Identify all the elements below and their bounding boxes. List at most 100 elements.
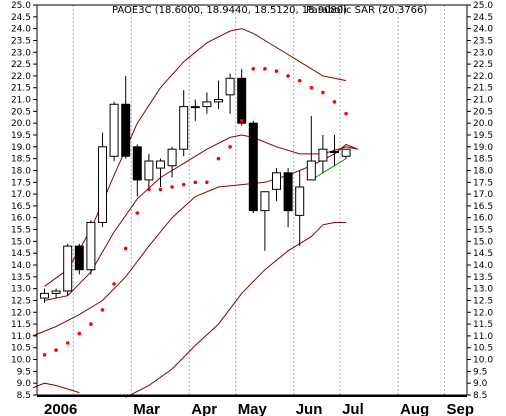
sar-dot [193, 180, 198, 185]
candle-body [341, 148, 351, 157]
projection-line [32, 382, 80, 394]
y-tick-label: 16.0 [473, 214, 493, 224]
y-tick-label: 17.0 [11, 190, 31, 200]
y-tick-label: 20.0 [473, 119, 493, 129]
candle-body [121, 103, 131, 157]
x-month-label: Aug [400, 401, 429, 416]
sar-dot [286, 74, 290, 78]
candle-body [260, 191, 270, 212]
x-axis-months: 2006 Mar Apr May Jun Jul Aug Sep [44, 401, 474, 416]
y-tick-label: 9.5 [473, 367, 487, 377]
x-month-label: 2006 [44, 401, 77, 416]
candle-body [214, 99, 223, 103]
legend: PAOE3C (18.6000, 18.9440, 18.5120, 18.90… [112, 5, 427, 16]
y-tick-label: 15.0 [11, 237, 31, 247]
candle-body [330, 151, 339, 154]
y-tick-label: 23.0 [473, 48, 493, 58]
x-month-label: Sep [447, 401, 475, 416]
sar-dot [321, 90, 325, 95]
y-tick-label: 19.5 [473, 131, 493, 141]
y-tick-label: 11.5 [11, 320, 31, 330]
x-month-label: Mar [133, 401, 160, 416]
bands [32, 28, 358, 398]
candle-body [318, 148, 328, 162]
y-tick-label: 23.5 [11, 36, 31, 46]
sar-dot [297, 78, 302, 83]
y-tick-label: 15.5 [11, 226, 31, 236]
sar-dot [42, 353, 47, 357]
y-tick-label: 22.5 [473, 60, 493, 70]
y-tick-label: 12.5 [473, 296, 493, 306]
candle-body [86, 221, 96, 271]
y-tick-label: 8.5 [17, 391, 31, 401]
y-tick-label: 12.0 [473, 308, 493, 318]
candle-body [98, 146, 107, 223]
y-tick-label: 15.5 [473, 226, 493, 236]
sar-dot [181, 182, 186, 187]
y-tick-label: 19.5 [11, 131, 31, 141]
sar-dot [89, 322, 93, 326]
y-tick-label: 14.0 [11, 261, 31, 271]
candle-body [295, 186, 305, 216]
legend-symbol: PAOE3C (18.6000, 18.9440, 18.5120, 18.90… [112, 5, 347, 16]
y-tick-label: 19.0 [473, 143, 493, 153]
sar-dot [344, 111, 348, 116]
y-tick-label: 25.0 [11, 1, 31, 11]
y-tick-label: 9.5 [17, 367, 31, 377]
y-tick-label: 18.0 [473, 166, 493, 176]
sar-dot [332, 100, 337, 104]
y-tick-label: 18.0 [11, 166, 31, 176]
middle-band-line [44, 134, 358, 301]
candle-body [40, 292, 49, 299]
y-tick-label: 11.0 [473, 332, 493, 342]
y-tick-label: 14.5 [473, 249, 493, 259]
y-tick-label: 10.0 [473, 356, 493, 366]
y-tick-label: 17.5 [11, 178, 31, 188]
candle-body [190, 106, 200, 109]
candle-body [248, 122, 258, 212]
sar-dot [77, 331, 82, 336]
y-tick-label: 18.5 [473, 155, 493, 165]
y-tick-label: 21.5 [11, 84, 31, 94]
y-tick-label: 14.5 [11, 249, 31, 259]
sar-dot [239, 119, 244, 123]
sar-dot [170, 185, 174, 189]
sar-dot [147, 187, 151, 192]
y-tick-label: 23.0 [11, 48, 31, 58]
candle-body [179, 106, 189, 150]
y-tick-label: 16.5 [473, 202, 493, 212]
candle-body [225, 77, 235, 96]
y-tick-label: 13.0 [473, 285, 493, 295]
sar-dot [216, 156, 221, 161]
y-tick-label: 21.0 [473, 96, 493, 106]
candle-body [167, 148, 177, 167]
y-tick-label: 20.5 [11, 107, 31, 117]
y-tick-label: 20.0 [11, 119, 31, 129]
candle-body [109, 103, 119, 157]
sar-dot [274, 69, 279, 73]
candle-body [283, 172, 293, 212]
y-axis-left: 8.5 9.0 9.510.0 10.5 11.0 11.5 12.0 12.513.0 13.… [11, 1, 37, 401]
legend-sar: Parabolic SAR (20.3766) [306, 5, 427, 16]
sar-dot [158, 187, 163, 192]
projection-line [125, 222, 347, 398]
candle-body [144, 160, 154, 181]
y-tick-label: 24.5 [473, 13, 493, 23]
y-tick-label: 21.0 [11, 96, 31, 106]
y-tick-label: 22.0 [11, 72, 31, 82]
y-tick-label: 20.5 [473, 107, 493, 117]
y-tick-label: 16.0 [11, 214, 31, 224]
sar-dot [123, 246, 128, 251]
y-tick-label: 15.0 [473, 237, 493, 247]
x-month-label: May [238, 401, 268, 416]
y-tick-label: 10.0 [11, 356, 31, 366]
y-tick-label: 24.0 [11, 25, 31, 35]
gridlines [72, 5, 445, 395]
y-tick-label: 12.0 [11, 308, 31, 318]
candle-body [306, 160, 316, 181]
sar-dot [135, 211, 140, 215]
parabolic-sar-dots [42, 67, 348, 357]
y-tick-label: 12.5 [11, 296, 31, 306]
y-tick-label: 17.0 [473, 190, 493, 200]
trend-line [311, 158, 347, 181]
